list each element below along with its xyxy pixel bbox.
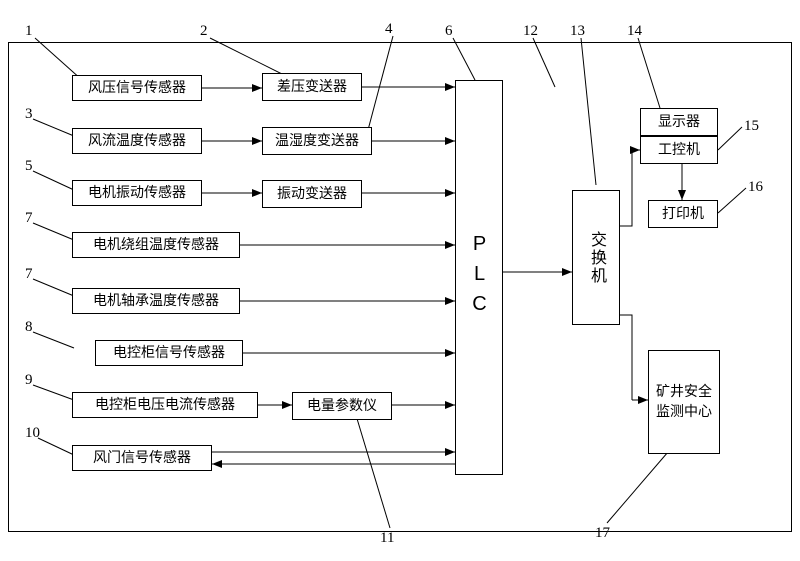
- transmitter-t4: 温湿度变送器: [262, 127, 372, 155]
- display-block: 显示器: [640, 108, 718, 136]
- callout-4: 4: [385, 21, 393, 38]
- callout-7: 7: [25, 210, 33, 227]
- sensor-s7a: 电机绕组温度传感器: [72, 232, 240, 258]
- callout-11: 11: [380, 530, 394, 547]
- callout-10: 10: [25, 425, 40, 442]
- sensor-s1: 风压信号传感器: [72, 75, 202, 101]
- transmitter-t6: 振动变送器: [262, 180, 362, 208]
- sensor-s8: 电控柜信号传感器: [95, 340, 243, 366]
- sensor-s7b: 电机轴承温度传感器: [72, 288, 240, 314]
- transmitter-t11: 电量参数仪: [292, 392, 392, 420]
- plc-block: PLC: [455, 80, 503, 475]
- callout-6: 6: [445, 23, 453, 40]
- mine-safety-center: 矿井安全监测中心: [648, 350, 720, 454]
- sensor-s5: 电机振动传感器: [72, 180, 202, 206]
- sensor-s10: 风门信号传感器: [72, 445, 212, 471]
- callout-15: 15: [744, 118, 759, 135]
- callout-7: 7: [25, 266, 33, 283]
- callout-8: 8: [25, 319, 33, 336]
- callout-9: 9: [25, 372, 33, 389]
- switch-block: 交换机: [572, 190, 620, 325]
- transmitter-t2: 差压变送器: [262, 73, 362, 101]
- ipc-block: 工控机: [640, 136, 718, 164]
- callout-2: 2: [200, 23, 208, 40]
- sensor-s3: 风流温度传感器: [72, 128, 202, 154]
- callout-5: 5: [25, 158, 33, 175]
- callout-3: 3: [25, 106, 33, 123]
- callout-16: 16: [748, 179, 763, 196]
- callout-12: 12: [523, 23, 538, 40]
- callout-14: 14: [627, 23, 642, 40]
- printer-block: 打印机: [648, 200, 718, 228]
- callout-1: 1: [25, 23, 33, 40]
- sensor-s9: 电控柜电压电流传感器: [72, 392, 258, 418]
- callout-17: 17: [595, 525, 610, 542]
- callout-13: 13: [570, 23, 585, 40]
